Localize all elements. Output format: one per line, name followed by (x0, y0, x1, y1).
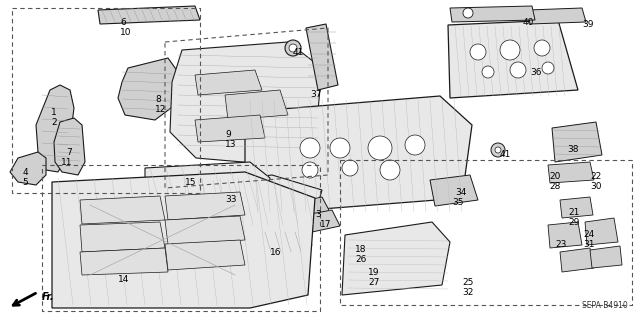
Polygon shape (192, 175, 322, 228)
Text: 13: 13 (225, 140, 237, 149)
Circle shape (342, 160, 358, 176)
Polygon shape (560, 197, 593, 218)
Text: 21: 21 (568, 208, 579, 217)
Polygon shape (195, 115, 265, 142)
Polygon shape (118, 58, 178, 120)
Polygon shape (548, 222, 582, 248)
Polygon shape (560, 248, 594, 272)
Circle shape (405, 135, 425, 155)
Text: 36: 36 (530, 68, 541, 77)
Polygon shape (170, 42, 322, 165)
Circle shape (300, 138, 320, 158)
Text: 38: 38 (567, 145, 579, 154)
Text: 4: 4 (22, 168, 28, 177)
Polygon shape (430, 175, 478, 206)
Text: 17: 17 (320, 220, 332, 229)
Polygon shape (145, 162, 270, 212)
Polygon shape (54, 118, 85, 175)
Polygon shape (165, 240, 245, 270)
Text: 41: 41 (293, 48, 305, 57)
Circle shape (463, 8, 473, 18)
Text: 23: 23 (555, 240, 566, 249)
Polygon shape (225, 90, 288, 120)
Polygon shape (298, 197, 330, 218)
Polygon shape (36, 85, 74, 172)
Text: 26: 26 (355, 255, 366, 264)
Circle shape (542, 62, 554, 74)
Text: 8: 8 (155, 95, 161, 104)
Text: 27: 27 (368, 278, 380, 287)
Circle shape (289, 44, 297, 52)
Circle shape (330, 138, 350, 158)
Polygon shape (165, 216, 245, 245)
Circle shape (368, 136, 392, 160)
Polygon shape (448, 20, 578, 98)
Text: 33: 33 (225, 195, 237, 204)
Text: 25: 25 (462, 278, 474, 287)
Text: 15: 15 (185, 178, 196, 187)
Polygon shape (548, 162, 594, 183)
Text: 12: 12 (155, 105, 166, 114)
Text: 5: 5 (22, 178, 28, 187)
Text: 28: 28 (549, 182, 561, 191)
Polygon shape (98, 6, 200, 24)
Polygon shape (195, 70, 262, 95)
Text: 19: 19 (368, 268, 380, 277)
Text: 16: 16 (270, 248, 282, 257)
Polygon shape (80, 196, 165, 224)
Text: 22: 22 (590, 172, 601, 181)
Text: 6: 6 (120, 18, 125, 27)
Text: 34: 34 (455, 188, 467, 197)
Text: 29: 29 (568, 218, 579, 227)
Polygon shape (305, 210, 340, 232)
Text: 14: 14 (118, 275, 129, 284)
Text: 18: 18 (355, 245, 367, 254)
Text: 31: 31 (583, 240, 595, 249)
Circle shape (302, 162, 318, 178)
Text: 40: 40 (523, 18, 534, 27)
Text: 32: 32 (462, 288, 474, 297)
Polygon shape (245, 96, 472, 215)
Circle shape (482, 66, 494, 78)
Polygon shape (306, 24, 338, 90)
Text: 41: 41 (500, 150, 511, 159)
Text: SEPA B4910: SEPA B4910 (582, 301, 628, 310)
Polygon shape (585, 218, 618, 245)
Circle shape (534, 40, 550, 56)
Polygon shape (10, 152, 46, 185)
Polygon shape (342, 222, 450, 295)
Polygon shape (590, 246, 622, 268)
Text: 20: 20 (549, 172, 561, 181)
Text: 2: 2 (51, 118, 57, 127)
Text: 9: 9 (225, 130, 231, 139)
Circle shape (500, 40, 520, 60)
Polygon shape (262, 225, 312, 255)
Text: 30: 30 (590, 182, 602, 191)
Text: 1: 1 (51, 108, 57, 117)
Text: 7: 7 (67, 148, 72, 157)
Text: 39: 39 (582, 20, 593, 29)
Circle shape (285, 40, 301, 56)
Polygon shape (52, 172, 315, 308)
Text: 10: 10 (120, 28, 131, 37)
Polygon shape (552, 122, 602, 162)
Circle shape (470, 44, 486, 60)
Text: 35: 35 (452, 198, 463, 207)
Polygon shape (80, 222, 165, 252)
Circle shape (495, 147, 501, 153)
Circle shape (510, 62, 526, 78)
Polygon shape (80, 248, 168, 275)
Circle shape (491, 143, 505, 157)
Text: 24: 24 (583, 230, 595, 239)
Text: Fr.: Fr. (42, 292, 54, 302)
Polygon shape (528, 8, 586, 24)
Circle shape (380, 160, 400, 180)
Polygon shape (450, 6, 535, 22)
Text: 11: 11 (61, 158, 72, 167)
Text: 3: 3 (315, 210, 321, 219)
Text: 37: 37 (310, 90, 321, 99)
Polygon shape (165, 192, 245, 220)
